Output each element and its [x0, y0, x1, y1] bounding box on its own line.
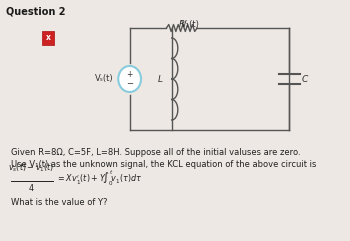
Circle shape — [118, 66, 141, 92]
Text: Question 2: Question 2 — [6, 7, 66, 17]
Text: −: − — [126, 79, 133, 88]
Text: Use V₁(t) as the unknown signal, the KCL equation of the above circuit is: Use V₁(t) as the unknown signal, the KCL… — [10, 160, 316, 169]
Text: L: L — [158, 74, 163, 83]
Text: $v_s(t)-v_1(t)$: $v_s(t)-v_1(t)$ — [8, 161, 55, 174]
Text: +: + — [126, 70, 133, 79]
Text: C: C — [301, 74, 308, 83]
Text: x: x — [46, 33, 51, 42]
Text: Vₛ(t): Vₛ(t) — [95, 74, 114, 83]
Text: $4$: $4$ — [28, 182, 35, 193]
Text: V₁(t): V₁(t) — [181, 20, 199, 29]
Text: Given R=8Ω, C=5F, L=8H. Suppose all of the initial valuses are zero.: Given R=8Ω, C=5F, L=8H. Suppose all of t… — [10, 148, 300, 157]
Text: $= Xv_1'(t) + Y\!\int_0^t\!v_1(\tau)d\tau$: $= Xv_1'(t) + Y\!\int_0^t\!v_1(\tau)d\ta… — [56, 168, 142, 188]
Text: What is the value of Y?: What is the value of Y? — [10, 198, 107, 207]
FancyBboxPatch shape — [42, 31, 54, 45]
Text: R: R — [178, 20, 185, 29]
